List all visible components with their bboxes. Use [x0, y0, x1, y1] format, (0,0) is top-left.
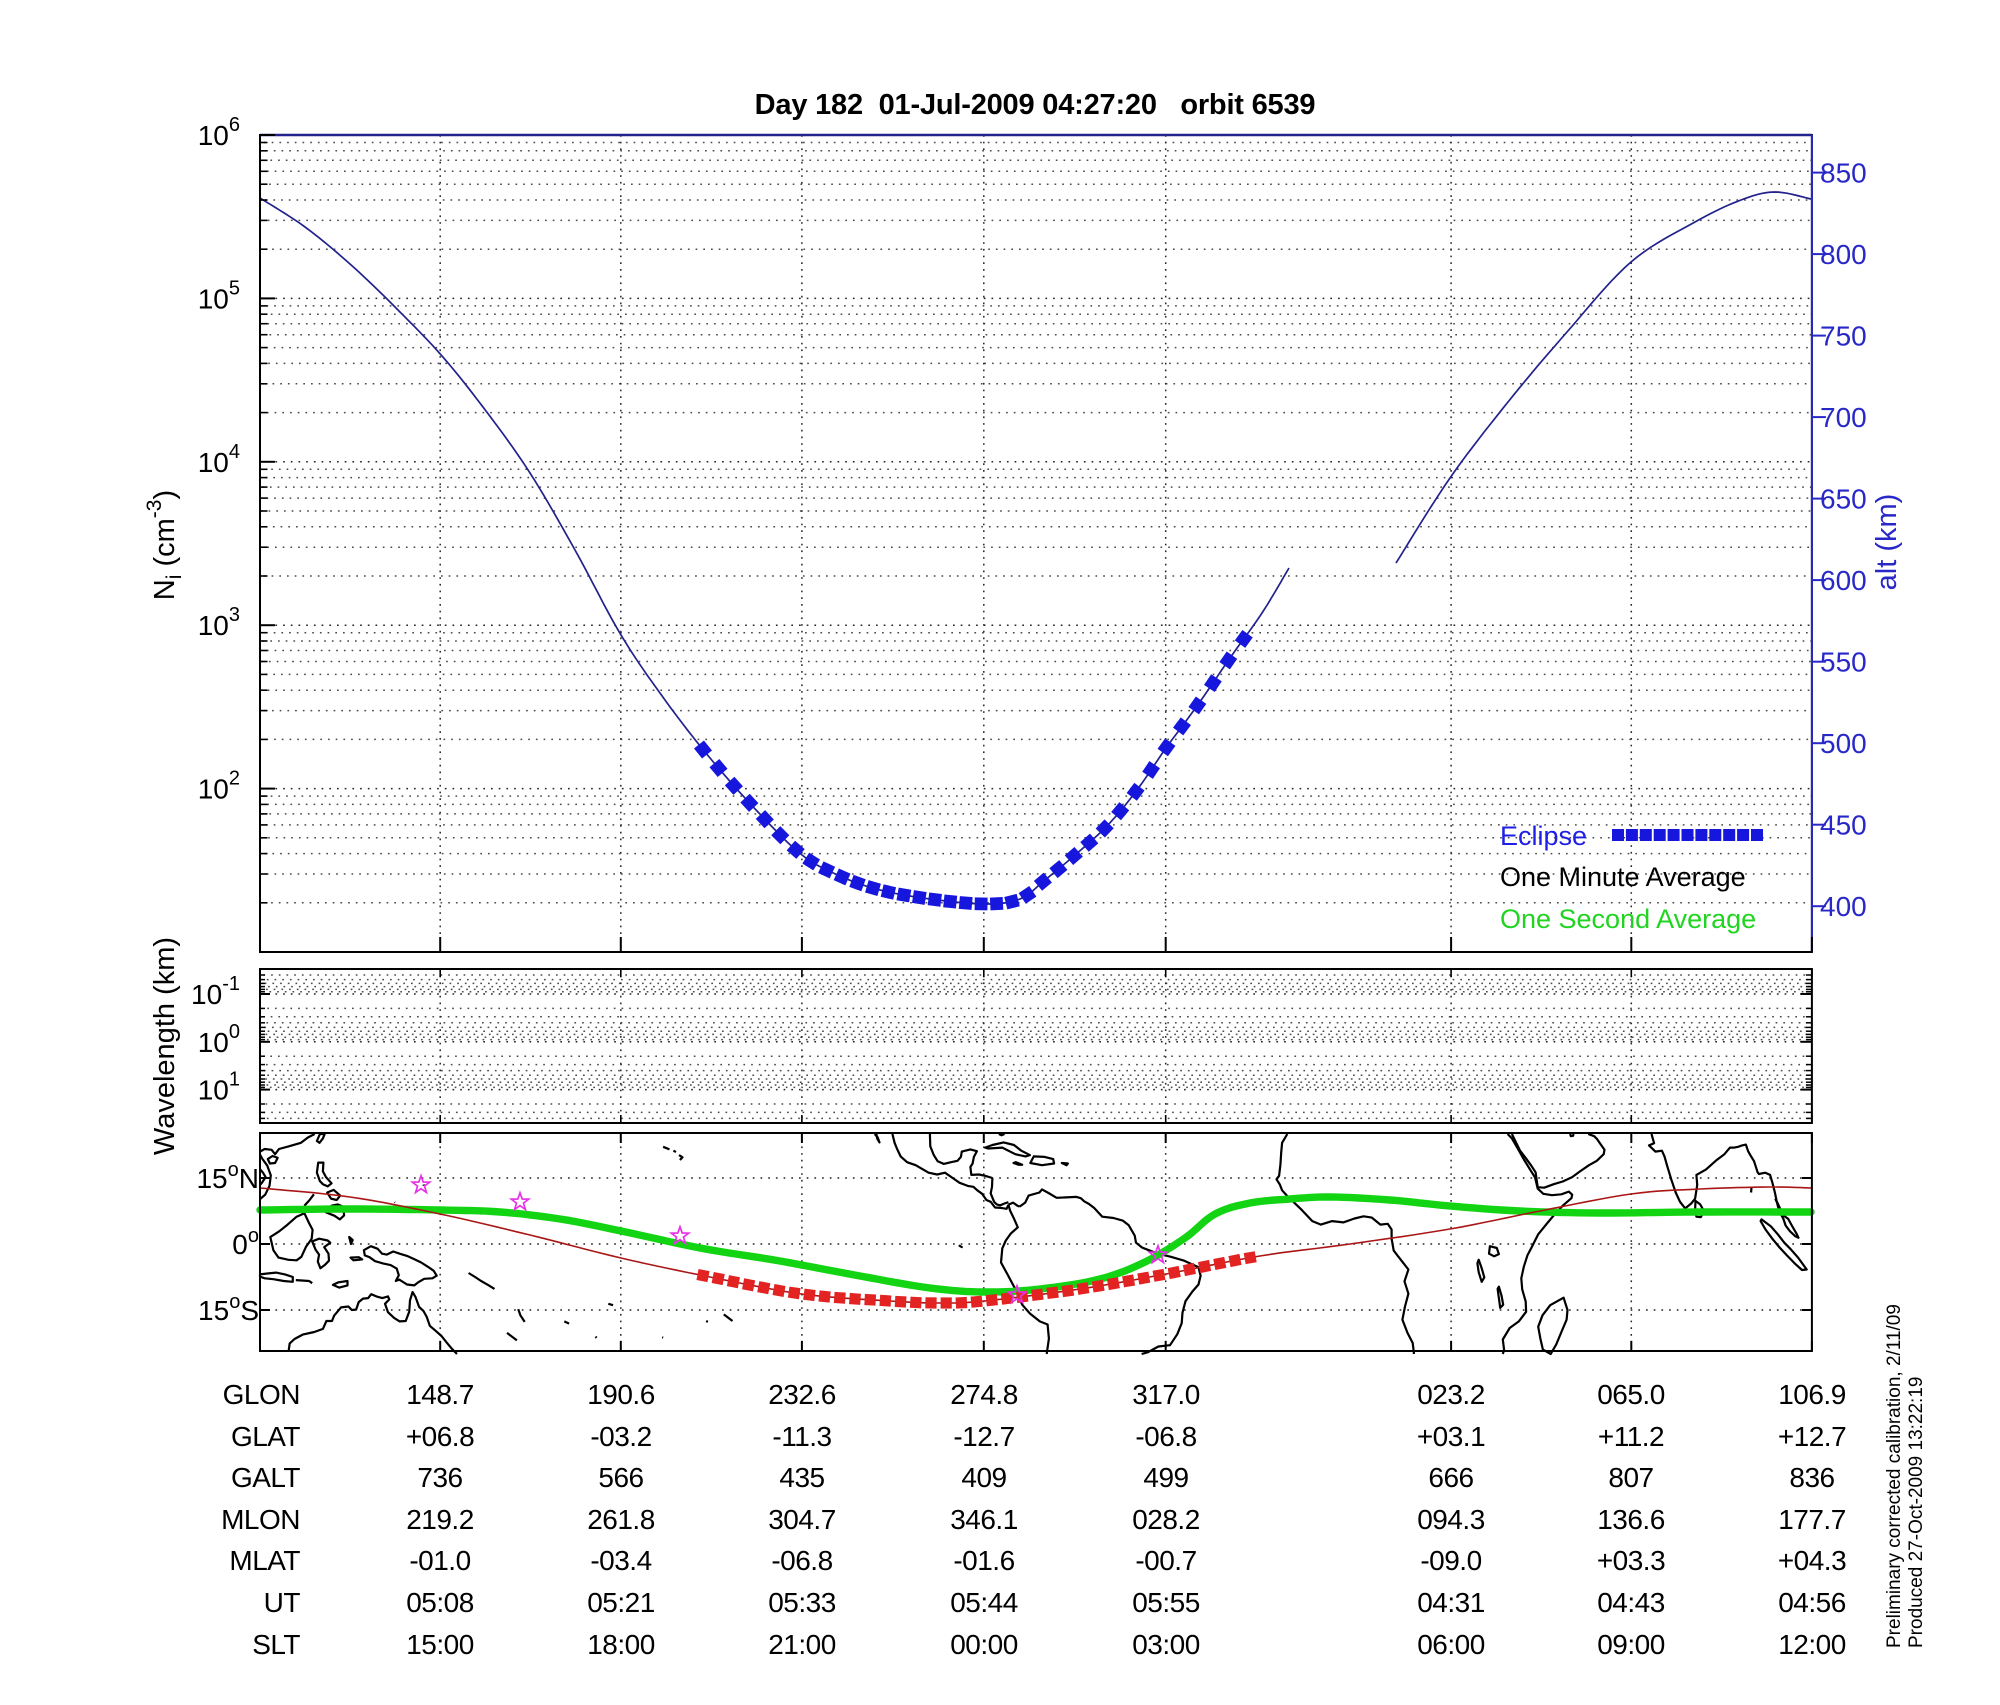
- svg-text:850: 850: [1820, 158, 1867, 189]
- svg-text:alt (km): alt (km): [1871, 494, 1903, 591]
- svg-text:05:44: 05:44: [950, 1587, 1018, 1618]
- svg-text:105: 105: [198, 277, 240, 314]
- svg-text:500: 500: [1820, 728, 1867, 759]
- svg-text:136.6: 136.6: [1597, 1504, 1665, 1535]
- svg-text:261.8: 261.8: [587, 1504, 655, 1535]
- svg-text:028.2: 028.2: [1132, 1504, 1200, 1535]
- svg-text:00:00: 00:00: [950, 1629, 1018, 1660]
- svg-text:736: 736: [417, 1462, 462, 1493]
- svg-text:+03.1: +03.1: [1417, 1421, 1485, 1452]
- svg-text:One Second Average: One Second Average: [1500, 904, 1756, 934]
- svg-text:-00.7: -00.7: [1135, 1545, 1196, 1576]
- svg-text:MLON: MLON: [221, 1504, 300, 1535]
- svg-text:05:55: 05:55: [1132, 1587, 1200, 1618]
- svg-text:Day 182 01-Jul-2009 04:27:20: Day 182 01-Jul-2009 04:27:20 orbit 6539: [755, 89, 1316, 121]
- svg-text:346.1: 346.1: [950, 1504, 1018, 1535]
- svg-text:GALT: GALT: [231, 1462, 300, 1493]
- svg-text:800: 800: [1820, 239, 1867, 270]
- svg-text:750: 750: [1820, 321, 1867, 352]
- svg-text:600: 600: [1820, 565, 1867, 596]
- svg-text:-11.3: -11.3: [772, 1421, 831, 1452]
- svg-text:Ni (cm-3): Ni (cm-3): [143, 490, 186, 600]
- svg-text:03:00: 03:00: [1132, 1629, 1200, 1660]
- svg-text:836: 836: [1789, 1462, 1834, 1493]
- svg-text:700: 700: [1820, 402, 1867, 433]
- svg-text:GLAT: GLAT: [231, 1421, 300, 1452]
- svg-text:15oS: 15oS: [198, 1291, 259, 1326]
- svg-text:+12.7: +12.7: [1778, 1421, 1846, 1452]
- svg-text:094.3: 094.3: [1417, 1504, 1485, 1535]
- svg-text:-03.2: -03.2: [590, 1421, 651, 1452]
- svg-text:106.9: 106.9: [1778, 1379, 1846, 1410]
- svg-text:12:00: 12:00: [1778, 1629, 1846, 1660]
- svg-text:-12.7: -12.7: [953, 1421, 1014, 1452]
- svg-text:190.6: 190.6: [587, 1379, 655, 1410]
- svg-text:+11.2: +11.2: [1598, 1421, 1664, 1452]
- svg-text:One Minute Average: One Minute Average: [1500, 862, 1746, 892]
- svg-text:Preliminary corrected calibrat: Preliminary corrected calibration, 2/11/…: [1884, 1304, 1905, 1648]
- svg-text:18:00: 18:00: [587, 1629, 655, 1660]
- svg-text:807: 807: [1608, 1462, 1653, 1493]
- svg-text:-01.0: -01.0: [409, 1545, 470, 1576]
- svg-text:400: 400: [1820, 891, 1867, 922]
- svg-text:023.2: 023.2: [1417, 1379, 1485, 1410]
- svg-text:04:43: 04:43: [1597, 1587, 1665, 1618]
- svg-text:04:31: 04:31: [1417, 1587, 1485, 1618]
- svg-text:21:00: 21:00: [768, 1629, 836, 1660]
- svg-text:+03.3: +03.3: [1597, 1545, 1665, 1576]
- svg-text:09:00: 09:00: [1597, 1629, 1665, 1660]
- svg-text:304.7: 304.7: [768, 1504, 836, 1535]
- svg-text:317.0: 317.0: [1132, 1379, 1200, 1410]
- svg-text:409: 409: [961, 1462, 1006, 1493]
- svg-text:06:00: 06:00: [1417, 1629, 1485, 1660]
- svg-text:05:33: 05:33: [768, 1587, 836, 1618]
- svg-text:GLON: GLON: [223, 1379, 300, 1410]
- svg-text:04:56: 04:56: [1778, 1587, 1846, 1618]
- svg-text:550: 550: [1820, 647, 1867, 678]
- svg-text:-03.4: -03.4: [590, 1545, 651, 1576]
- svg-text:219.2: 219.2: [406, 1504, 474, 1535]
- svg-text:450: 450: [1820, 810, 1867, 841]
- svg-text:177.7: 177.7: [1778, 1504, 1846, 1535]
- svg-text:UT: UT: [264, 1587, 301, 1618]
- svg-text:274.8: 274.8: [950, 1379, 1018, 1410]
- svg-text:-09.0: -09.0: [1420, 1545, 1481, 1576]
- svg-text:Produced 27-Oct-2009 13:22:19: Produced 27-Oct-2009 13:22:19: [1906, 1377, 1927, 1648]
- svg-text:650: 650: [1820, 484, 1867, 515]
- svg-text:566: 566: [598, 1462, 643, 1493]
- svg-text:-01.6: -01.6: [953, 1545, 1014, 1576]
- svg-text:232.6: 232.6: [768, 1379, 836, 1410]
- svg-text:Eclipse: Eclipse: [1500, 821, 1587, 851]
- svg-text:15:00: 15:00: [406, 1629, 474, 1660]
- svg-text:Wavelength (km): Wavelength (km): [149, 937, 181, 1155]
- svg-text:666: 666: [1428, 1462, 1473, 1493]
- svg-text:435: 435: [779, 1462, 824, 1493]
- svg-text:148.7: 148.7: [406, 1379, 474, 1410]
- svg-text:+06.8: +06.8: [406, 1421, 474, 1452]
- svg-text:-06.8: -06.8: [1135, 1421, 1196, 1452]
- svg-text:05:08: 05:08: [406, 1587, 474, 1618]
- svg-text:SLT: SLT: [252, 1629, 300, 1660]
- svg-text:+04.3: +04.3: [1778, 1545, 1846, 1576]
- svg-text:499: 499: [1143, 1462, 1188, 1493]
- svg-text:065.0: 065.0: [1597, 1379, 1665, 1410]
- svg-text:05:21: 05:21: [587, 1587, 655, 1618]
- svg-text:-06.8: -06.8: [771, 1545, 832, 1576]
- svg-text:MLAT: MLAT: [229, 1545, 300, 1576]
